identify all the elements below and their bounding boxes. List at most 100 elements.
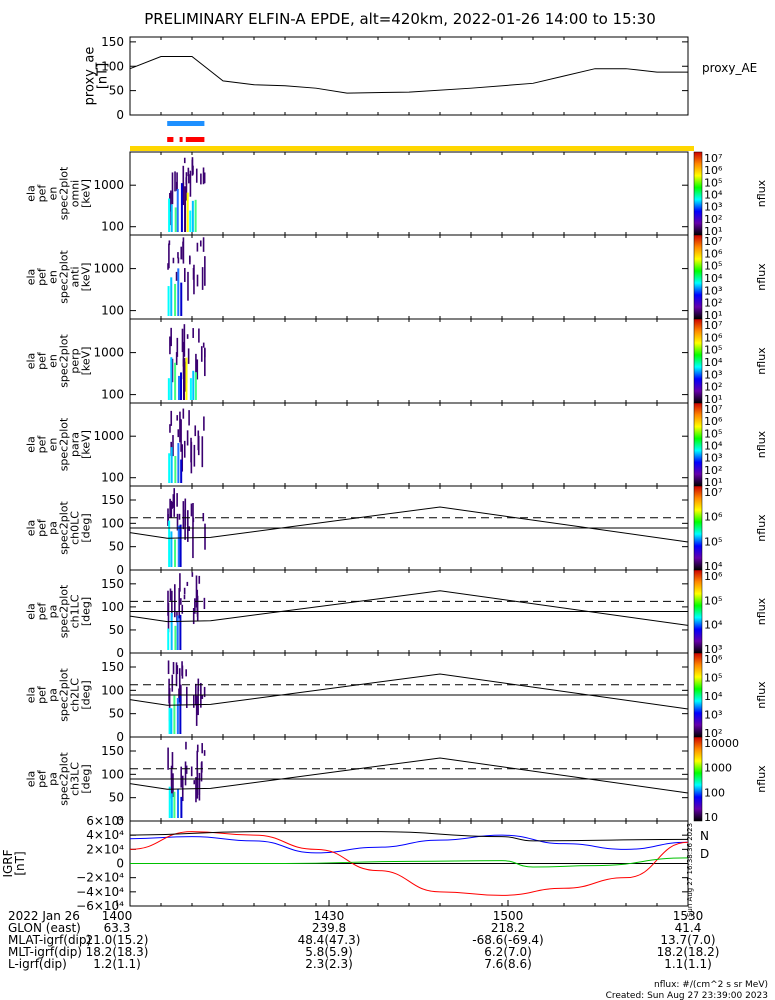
spectrogram-burst (194, 199, 197, 232)
spectrogram-dash (201, 267, 204, 290)
spectrogram-dash (174, 171, 176, 192)
spectrogram-burst (177, 268, 180, 316)
spectrogram-dash (196, 750, 199, 775)
spectrogram-dash (182, 358, 185, 380)
spectrogram-dash (182, 237, 185, 264)
spectrogram-dash (183, 358, 186, 384)
spectrogram-dash (172, 662, 175, 675)
spectrogram-dash (195, 777, 197, 803)
spectrogram-dash (204, 256, 206, 286)
spectrogram-dash (195, 168, 198, 183)
spectrogram-dash (203, 172, 206, 184)
spectrogram-burst (174, 539, 177, 567)
spectrogram-dash (189, 256, 191, 265)
spectrogram-dash (187, 348, 190, 364)
spectrogram-dash (196, 242, 199, 252)
spectrogram-burst (189, 210, 192, 232)
spectrogram-dash (202, 167, 205, 185)
spectrogram-dash (204, 523, 206, 550)
spectrogram-burst (180, 183, 183, 232)
spectrogram-dash (170, 410, 173, 426)
ylabel-line: spec2plot (58, 250, 71, 304)
colorbar-label-text: nflux (755, 263, 768, 291)
spectrogram-dash (200, 762, 203, 782)
spectrogram-burst (177, 525, 180, 567)
ylabel-line: ela (25, 603, 38, 620)
spectrogram-burst (182, 378, 185, 400)
footer-row-value: 7.6(8.6) (484, 957, 532, 971)
spectrogram-dash (186, 581, 189, 587)
colorbar-tick: 10⁶ (704, 415, 723, 428)
ylabel-line: ch0LC (69, 511, 82, 545)
spec-ytick: 1000 (93, 178, 124, 192)
footer-row-value: 1530 (673, 909, 704, 923)
ylabel-line: en (47, 187, 60, 201)
colorbar-label: nflux (755, 263, 768, 291)
colorbar-tick: 10⁷ (704, 403, 722, 416)
pa-ytick: 50 (109, 540, 124, 554)
ylabel-line: [keV] (80, 347, 93, 376)
pa-ytick: 150 (101, 577, 124, 591)
igrf-legend-item: N (700, 829, 709, 843)
ylabel-line: pef (36, 602, 49, 621)
spectrogram-burst (170, 204, 173, 232)
ylabel-line: omni (69, 180, 82, 207)
footer-row-value: 41.4 (675, 921, 702, 935)
spectrogram-dash (190, 437, 192, 463)
spectrogram-dash (167, 514, 169, 521)
footer-row-value: 21.0(15.2) (86, 933, 149, 947)
spectrogram-dash (171, 752, 174, 769)
ylabel-line: spec2plot (58, 166, 71, 220)
spectrogram-burst (168, 707, 171, 734)
spectrogram-dash (193, 780, 196, 785)
spectrogram-dash (194, 598, 196, 614)
spec-ytick: 1000 (93, 262, 124, 276)
spectrogram-burst (170, 447, 173, 483)
pa-ytick: 50 (109, 623, 124, 637)
igrf-ylabel: IGRF[nT] (1, 849, 27, 877)
spectrogram-dash (182, 501, 185, 530)
spectrogram-dash (181, 444, 184, 472)
spec-panel-frame (129, 402, 689, 487)
spectrogram-dash (181, 604, 184, 614)
igrf-legend-item: D (700, 847, 709, 861)
ylabel-line: spec2plot (58, 752, 71, 806)
spectrogram-dash (203, 750, 206, 756)
spectrogram-burst (179, 524, 182, 567)
igrf-ytick: 6×10⁴ (86, 814, 124, 828)
colorbar-tick: 10⁷ (704, 152, 722, 165)
spectrogram-burst (176, 188, 179, 232)
spectrogram-dash (201, 743, 203, 754)
pa-ytick: 100 (101, 767, 124, 781)
spectrogram-burst (184, 186, 187, 232)
spectrogram-dash (185, 686, 188, 708)
spec-ytick: 100 (101, 304, 124, 318)
spectrogram-burst (173, 791, 176, 818)
igrf-green-line (130, 857, 689, 868)
ylabel-line: proxy_ae (83, 47, 98, 106)
ylabel-line: pa (47, 688, 60, 702)
science-zone-red-bar (179, 137, 183, 142)
igrf-n-line (129, 834, 689, 854)
spectrogram-dash (177, 252, 179, 259)
ylabel-line: ela (25, 520, 38, 537)
footer-row-value: 13.7(7.0) (660, 933, 715, 947)
spectrogram-dash (183, 268, 186, 282)
spectrogram-dash (168, 240, 171, 246)
spectrogram-dash (190, 503, 193, 517)
proxy-ytick: 50 (109, 84, 124, 98)
spectrogram-burst (170, 531, 173, 567)
colorbar-tick: 10⁵ (704, 672, 722, 685)
footer: 2022 Jan 26 1400 1430 1500 1530 GLON (east) 63… (8, 909, 768, 1000)
spectrogram-burst (176, 697, 179, 734)
footer-row-value: 48.4(47.3) (298, 933, 361, 947)
spectrogram-dash (167, 660, 170, 675)
igrf-ytick: −4×10⁴ (76, 885, 124, 899)
spectrogram-dash (202, 237, 205, 252)
spectrogram-burst (177, 443, 180, 483)
spectrogram-burst (186, 192, 189, 232)
colorbar-tick: 10³ (704, 284, 722, 297)
colorbar (693, 151, 703, 236)
colorbar-tick: 10⁷ (704, 486, 722, 499)
